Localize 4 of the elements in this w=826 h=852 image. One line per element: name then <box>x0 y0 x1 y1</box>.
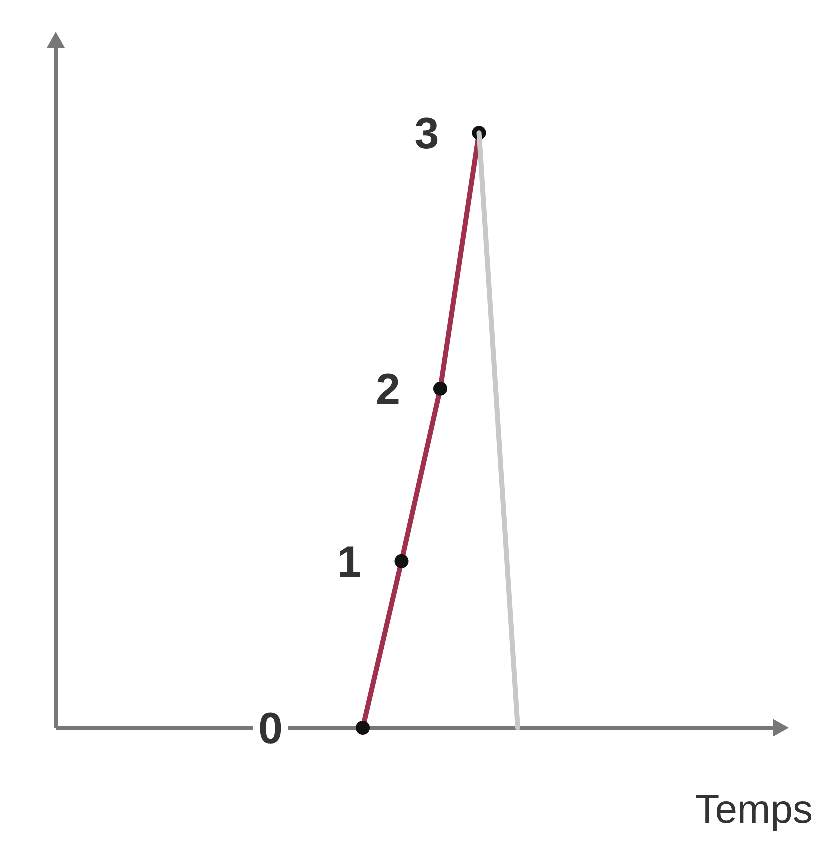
annotation: 1 <box>337 538 362 587</box>
annotation: 3 <box>414 109 440 158</box>
annotation: 2 <box>376 365 400 414</box>
x-axis-title: Temps <box>695 788 813 832</box>
